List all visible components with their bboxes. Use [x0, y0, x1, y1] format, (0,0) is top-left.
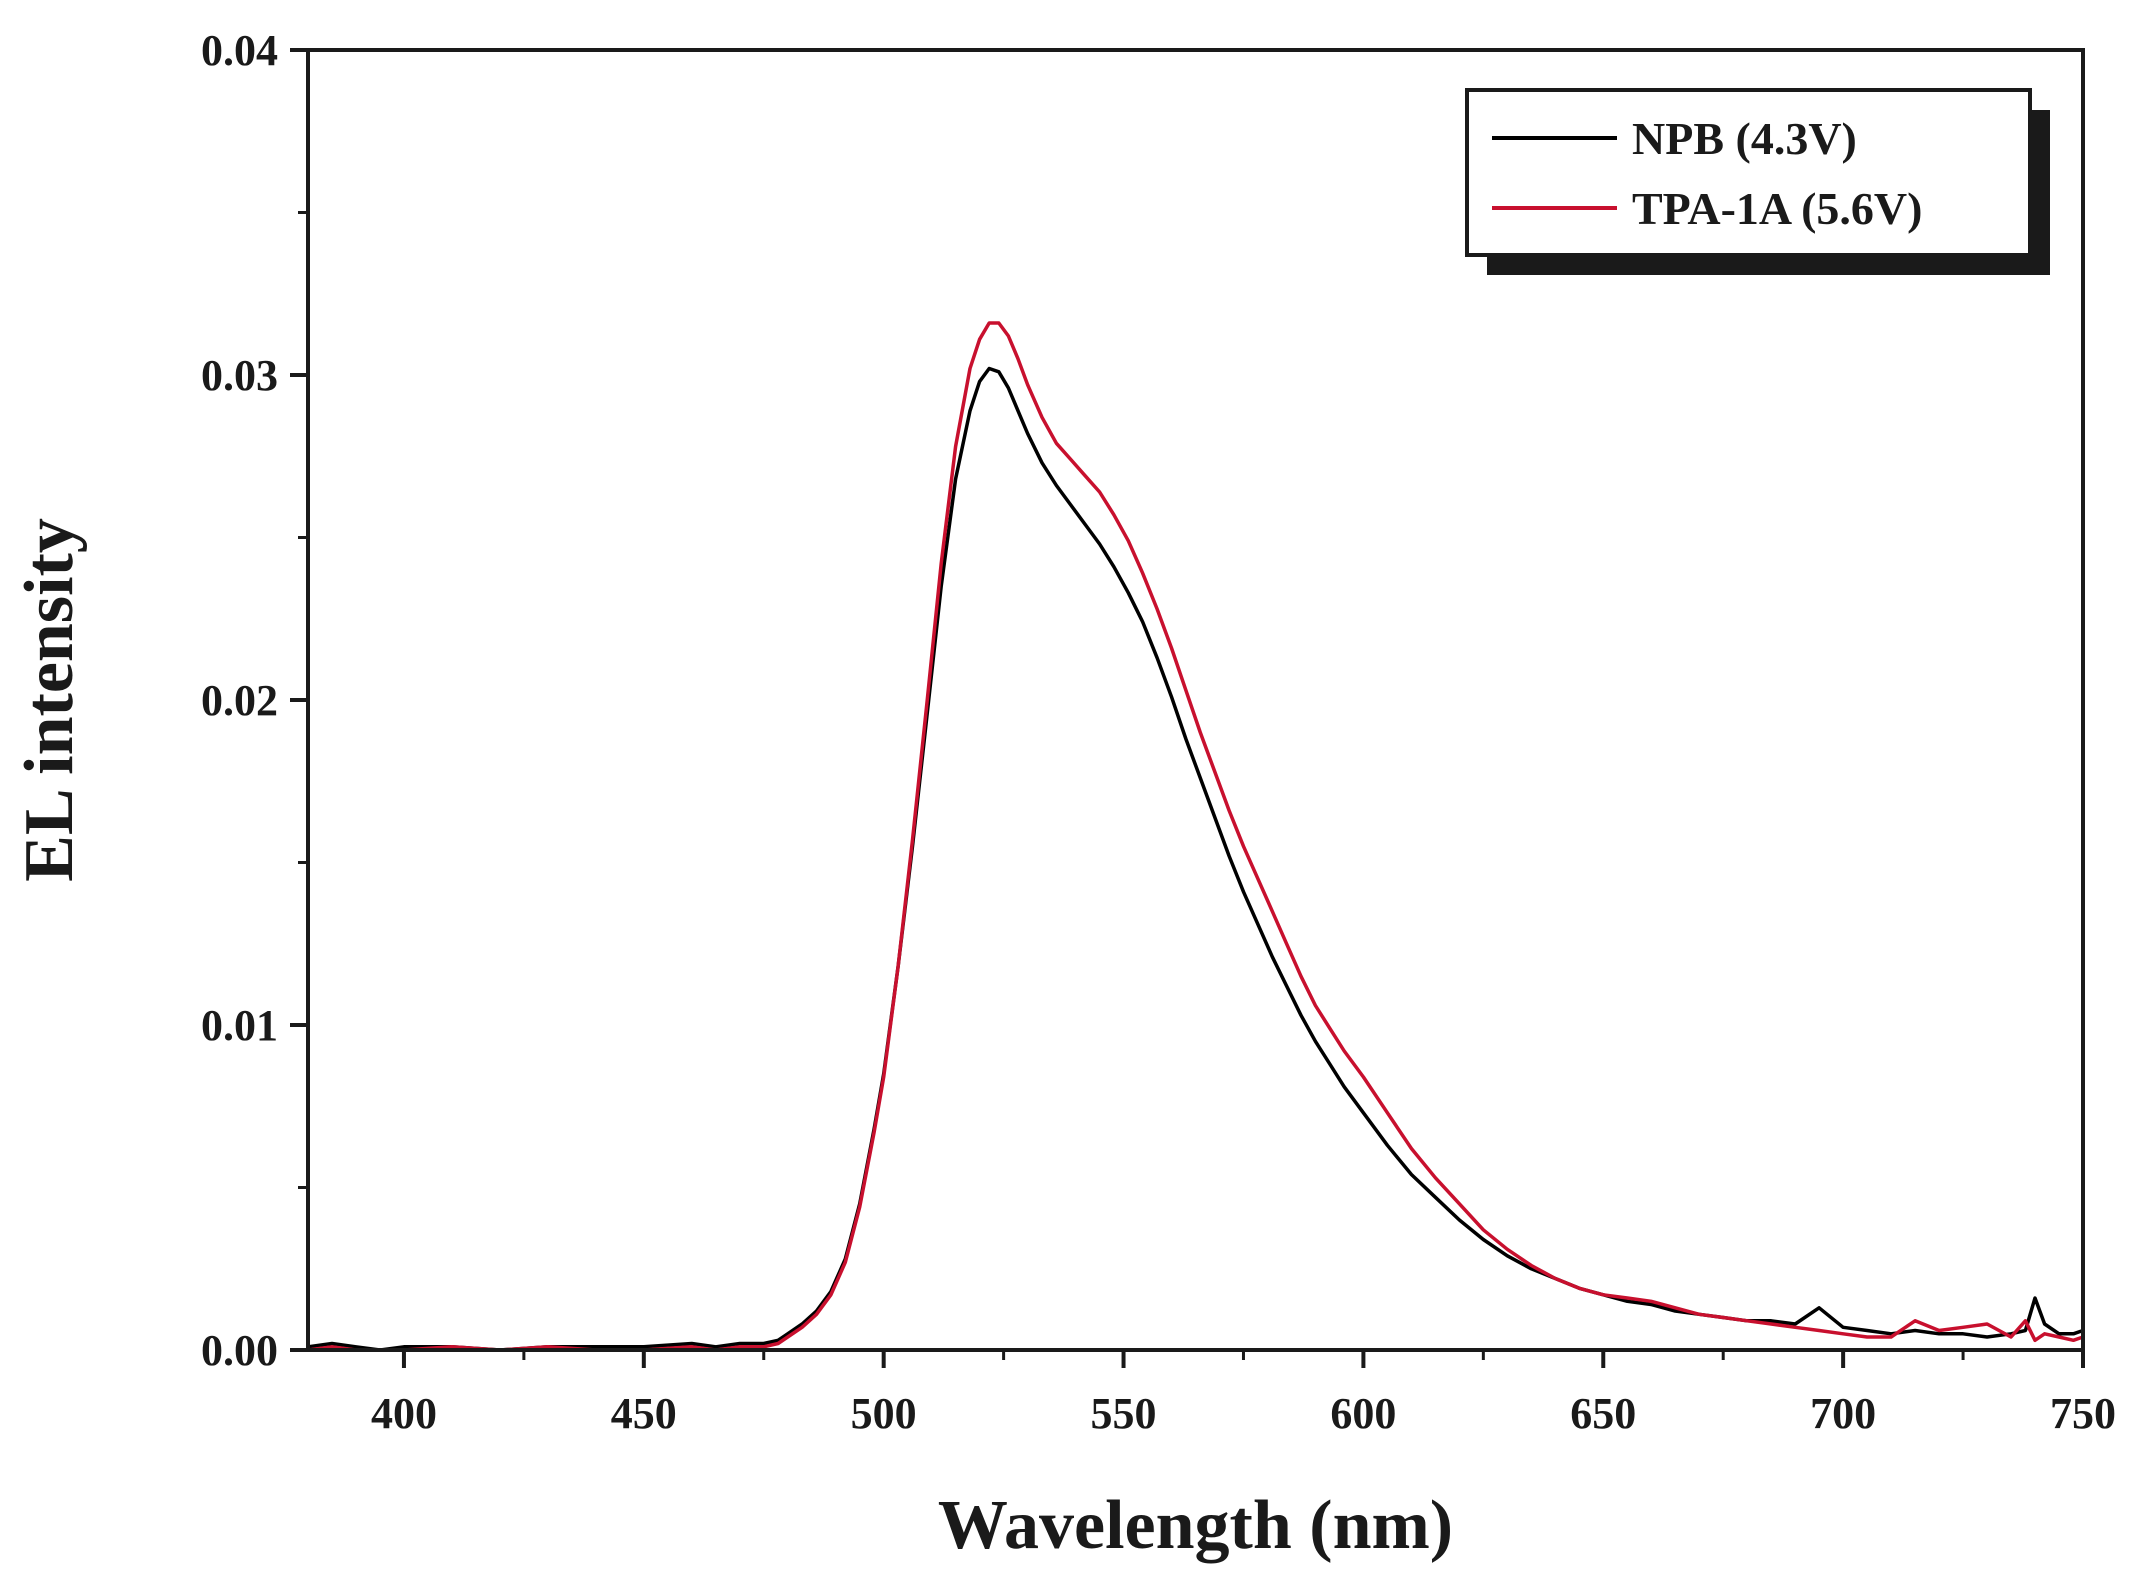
- x-tick-label: 550: [1091, 1389, 1157, 1438]
- y-tick-label: 0.01: [201, 1001, 278, 1050]
- y-tick-label: 0.02: [201, 676, 278, 725]
- y-tick-label: 0.00: [201, 1326, 278, 1375]
- x-tick-label: 400: [371, 1389, 437, 1438]
- series-line-2: [307, 321, 2084, 1352]
- legend-label-1: NPB (4.3V): [1632, 113, 1857, 164]
- series-layer: [307, 321, 2084, 1352]
- x-tick-label: 450: [611, 1389, 677, 1438]
- legend-box: [1465, 88, 2032, 257]
- legend-label-2: TPA-1A (5.6V): [1632, 183, 1922, 234]
- x-tick-label: 700: [1810, 1389, 1876, 1438]
- y-axis: 0.00 0.01 0.02 0.03 0.04: [201, 26, 308, 1375]
- x-axis-title: Wavelength (nm): [938, 1487, 1453, 1564]
- x-tick-label: 750: [2050, 1389, 2116, 1438]
- x-axis: 400 450 500 550 600 650 700 750: [371, 1350, 2116, 1438]
- x-tick-label: 650: [1570, 1389, 1636, 1438]
- x-tick-label: 500: [851, 1389, 917, 1438]
- y-tick-label: 0.03: [201, 351, 278, 400]
- x-tick-label: 600: [1330, 1389, 1396, 1438]
- series-line-1: [307, 366, 2084, 1352]
- y-tick-label: 0.04: [201, 26, 278, 75]
- legend: NPB (4.3V) TPA-1A (5.6V): [1465, 88, 2050, 275]
- y-axis-title: EL intensity: [11, 518, 88, 882]
